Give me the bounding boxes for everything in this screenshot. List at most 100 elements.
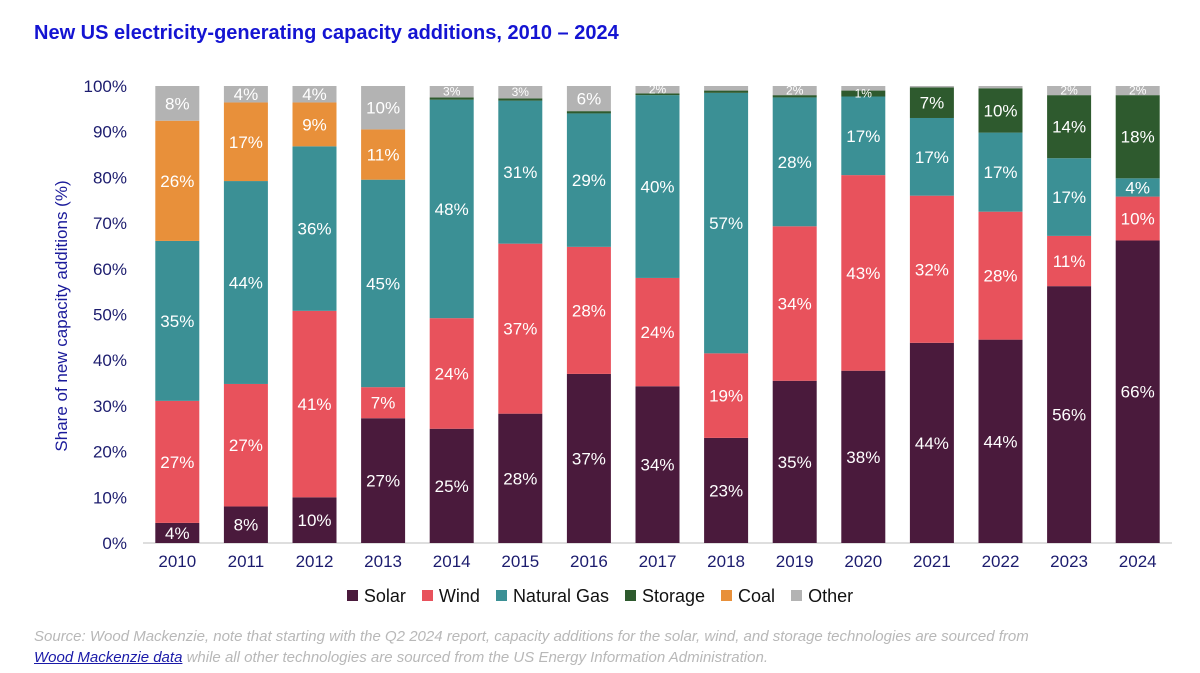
data-label: 24%	[640, 323, 674, 342]
data-label: 27%	[366, 472, 400, 491]
bar-segment-wind-2014	[429, 318, 474, 429]
data-label: 10%	[1121, 210, 1155, 229]
bar-segment-wind-2018	[704, 353, 749, 438]
bar-segment-solar-2016	[566, 373, 611, 543]
legend-item-wind: Wind	[421, 586, 480, 607]
data-label: 48%	[435, 200, 469, 219]
bar-segment-natural-gas-2015	[498, 100, 543, 244]
bar-segment-natural-gas-2021	[909, 117, 954, 196]
bar-segment-wind-2015	[498, 243, 543, 414]
data-label: 34%	[778, 295, 812, 314]
data-label: 17%	[915, 148, 949, 167]
data-label: 27%	[160, 453, 194, 472]
legend-item-coal: Coal	[721, 586, 775, 607]
data-label: 17%	[983, 163, 1017, 182]
x-tick-label: 2017	[639, 552, 677, 571]
data-label: 28%	[572, 301, 606, 320]
bar-segment-solar-2013	[361, 418, 406, 543]
bar-segment-natural-gas-2018	[704, 92, 749, 354]
bar-segment-solar-2012	[292, 497, 337, 543]
data-label: 37%	[572, 449, 606, 468]
x-tick-label: 2019	[776, 552, 814, 571]
legend-swatch	[495, 590, 507, 601]
legend-label: Other	[808, 586, 854, 606]
y-tick-label: 20%	[93, 443, 127, 462]
x-tick-label: 2010	[158, 552, 196, 571]
bar-segment-other-2012	[292, 86, 337, 103]
bar-segment-other-2023	[1047, 86, 1092, 96]
bar-segment-natural-gas-2012	[292, 146, 337, 311]
legend-label: Wind	[438, 586, 480, 606]
data-label: 38%	[846, 448, 880, 467]
y-tick-label: 90%	[93, 123, 127, 142]
data-label: 34%	[640, 456, 674, 475]
legend-swatch	[624, 590, 636, 601]
bar-segment-wind-2021	[909, 195, 954, 343]
data-label: 35%	[160, 312, 194, 331]
data-label: 9%	[302, 115, 327, 134]
data-label: 36%	[297, 220, 331, 239]
data-label: 44%	[229, 274, 263, 293]
y-axis-label: Share of new capacity additions (%)	[52, 180, 71, 451]
legend-label: Natural Gas	[512, 586, 609, 606]
bar-segment-natural-gas-2020	[841, 96, 886, 176]
bar-segment-other-2017	[635, 86, 680, 94]
source-link[interactable]: Wood Mackenzie data	[34, 649, 183, 666]
bar-segment-solar-2015	[498, 413, 543, 543]
data-label: 40%	[640, 178, 674, 197]
bar-segment-wind-2019	[772, 226, 817, 381]
bar-segment-other-2014	[429, 86, 474, 98]
legend-swatch	[791, 590, 803, 601]
data-label: 10%	[983, 101, 1017, 120]
bar-segment-other-2011	[223, 86, 268, 103]
data-label: 4%	[302, 85, 327, 104]
data-label: 14%	[1052, 118, 1086, 137]
y-tick-label: 30%	[93, 397, 127, 416]
data-label: 6%	[577, 90, 602, 109]
y-tick-label: 50%	[93, 306, 127, 325]
data-label: 4%	[1125, 178, 1150, 197]
legend-item-solar: Solar	[346, 586, 406, 607]
data-label: 7%	[371, 394, 396, 413]
data-label: 44%	[915, 434, 949, 453]
x-tick-label: 2012	[296, 552, 334, 571]
bar-segment-wind-2011	[223, 383, 268, 507]
bar-segment-other-2015	[498, 86, 543, 99]
bar-segment-storage-2021	[909, 87, 954, 118]
bar-segment-coal-2011	[223, 102, 268, 182]
data-label: 17%	[846, 127, 880, 146]
data-label: 11%	[1053, 252, 1086, 271]
bar-segment-wind-2024	[1115, 196, 1160, 241]
bar-segment-other-2010	[155, 86, 200, 121]
bar-segment-storage-2023	[1047, 95, 1092, 159]
bar-segment-storage-2019	[772, 95, 817, 98]
bar-segment-storage-2015	[498, 98, 543, 101]
data-label: 28%	[983, 267, 1017, 286]
chart-title: New US electricity-generating capacity a…	[34, 22, 619, 44]
bar-segment-solar-2021	[909, 342, 954, 543]
data-label: 8%	[234, 516, 259, 535]
legend-swatch	[721, 590, 733, 601]
source-prefix: Source: Wood Mackenzie, note that starti…	[34, 628, 1029, 645]
data-label: 17%	[229, 133, 263, 152]
data-label: 66%	[1121, 383, 1155, 402]
data-label: 10%	[297, 511, 331, 530]
x-tick-label: 2013	[364, 552, 402, 571]
data-label: 17%	[1052, 188, 1086, 207]
bar-segment-wind-2013	[361, 387, 406, 419]
bar-segment-other-2024	[1115, 86, 1160, 96]
bar-segment-other-2016	[566, 86, 611, 112]
y-tick-label: 10%	[93, 488, 127, 507]
bar-segment-natural-gas-2017	[635, 95, 680, 278]
bar-segment-natural-gas-2013	[361, 179, 406, 388]
bar-segment-solar-2022	[978, 339, 1023, 543]
bar-segment-natural-gas-2010	[155, 240, 200, 401]
bar-segment-other-2013	[361, 86, 406, 130]
bar-segment-wind-2017	[635, 277, 680, 387]
data-label: 11%	[367, 146, 400, 165]
legend-label: Solar	[363, 586, 406, 606]
data-label: 10%	[366, 99, 400, 118]
data-label: 3%	[443, 85, 461, 99]
bar-segment-natural-gas-2023	[1047, 158, 1092, 236]
